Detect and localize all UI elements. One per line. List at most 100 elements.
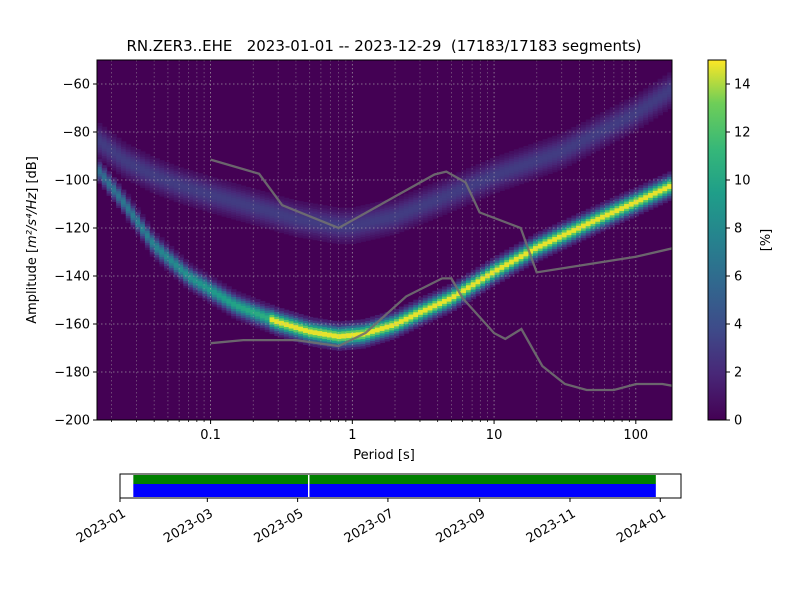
density-cell <box>475 185 481 189</box>
density-cell <box>499 159 505 163</box>
density-cell <box>365 206 371 210</box>
density-cell <box>231 190 237 194</box>
density-cell <box>542 146 549 150</box>
density-cell <box>159 176 165 180</box>
density-cell <box>408 222 414 226</box>
density-cell <box>585 232 592 236</box>
density-cell <box>350 346 357 350</box>
density-cell <box>140 170 146 174</box>
density-cell <box>269 220 275 224</box>
density-cell <box>480 271 486 275</box>
density-cell <box>231 209 237 213</box>
density-cell <box>571 146 577 150</box>
density-cell <box>212 206 218 210</box>
density-cell <box>432 297 438 301</box>
density-cell <box>283 200 290 204</box>
density-cell <box>614 116 620 120</box>
density-cell <box>394 330 400 334</box>
density-cell <box>303 226 309 230</box>
density-cell <box>633 123 640 127</box>
density-cell <box>604 204 611 208</box>
density-cell <box>513 253 520 257</box>
density-cell <box>576 158 582 162</box>
density-cell <box>202 283 208 287</box>
density-cell <box>164 248 170 252</box>
density-cell <box>307 224 314 228</box>
density-cell <box>398 308 405 312</box>
density-cell <box>652 108 659 112</box>
density-cell <box>456 198 462 202</box>
density-cell <box>111 196 117 200</box>
density-cell <box>624 191 630 195</box>
density-cell <box>432 305 438 309</box>
density-cell <box>293 224 299 228</box>
density-cell <box>164 171 170 175</box>
density-cell <box>159 164 165 168</box>
x-axis-label: Period [s] <box>353 448 415 463</box>
density-cell <box>192 289 199 293</box>
density-cell <box>259 210 266 214</box>
density-cell <box>442 288 448 292</box>
density-cell <box>667 79 672 83</box>
density-cell <box>250 316 256 320</box>
density-cell <box>561 227 568 231</box>
density-cell <box>125 153 132 157</box>
density-cell <box>140 230 146 234</box>
density-cell <box>374 201 381 205</box>
density-cell <box>657 190 664 194</box>
density-cell <box>101 174 108 178</box>
density-cell <box>638 196 644 200</box>
density-cell <box>552 224 558 228</box>
density-cell <box>552 231 558 235</box>
density-cell <box>317 337 323 341</box>
density-cell <box>509 261 515 265</box>
density-cell <box>624 99 630 103</box>
density-cell <box>528 173 534 177</box>
density-cell <box>221 192 227 196</box>
density-cell <box>384 326 390 330</box>
density-cell <box>144 160 151 164</box>
density-cell <box>197 273 204 277</box>
density-cell <box>259 222 266 226</box>
density-cell <box>604 121 611 125</box>
density-cell <box>528 163 534 167</box>
density-cell <box>451 181 457 185</box>
density-cell <box>624 123 630 127</box>
density-cell <box>413 318 419 322</box>
density-cell <box>240 192 247 196</box>
density-cell <box>418 209 424 213</box>
density-cell <box>413 323 419 327</box>
density-cell <box>207 300 213 304</box>
density-cell <box>312 344 319 348</box>
density-cell <box>437 295 443 299</box>
density-cell <box>648 194 654 198</box>
date-tick-label: 2023-09 <box>434 506 489 546</box>
density-cell <box>149 232 156 236</box>
density-cell <box>370 203 376 207</box>
density-cell <box>303 204 309 208</box>
density-cell <box>408 301 414 305</box>
density-cell <box>111 153 117 157</box>
density-cell <box>307 229 314 233</box>
density-cell <box>614 135 620 139</box>
density-cell <box>379 232 386 236</box>
density-cell <box>648 101 654 105</box>
density-cell <box>240 317 247 321</box>
density-cell <box>140 228 146 232</box>
density-cell <box>327 334 333 338</box>
density-cell <box>652 190 659 194</box>
density-cell <box>120 203 127 207</box>
density-cell <box>202 181 208 185</box>
density-cell <box>442 180 448 184</box>
density-cell <box>576 218 582 222</box>
density-cell <box>566 141 572 145</box>
density-cell <box>106 147 112 151</box>
density-cell <box>446 308 453 312</box>
density-cell <box>327 230 333 234</box>
density-cell <box>192 193 199 197</box>
density-cell <box>120 158 127 162</box>
x-tick-label: 1 <box>348 428 356 443</box>
density-cell <box>226 210 232 214</box>
density-cell <box>307 336 314 340</box>
density-cell <box>240 197 247 201</box>
